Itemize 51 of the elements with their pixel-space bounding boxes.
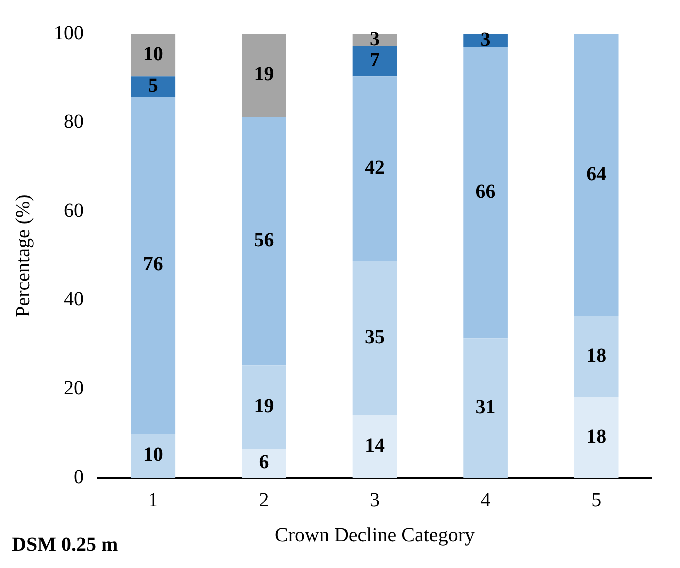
text: DSM 0.25 m xyxy=(12,534,118,556)
bar xyxy=(352,415,398,478)
y-tick-label: 40 xyxy=(64,288,84,311)
bar xyxy=(352,76,398,262)
data-label: 3 xyxy=(370,28,380,50)
y-tick-label: 60 xyxy=(64,200,84,222)
data-label: 64 xyxy=(586,163,607,186)
data-label: 76 xyxy=(143,254,164,276)
x-tick-label: 4 xyxy=(480,489,491,512)
data-label: 35 xyxy=(365,326,385,349)
data-label: 14 xyxy=(365,434,385,457)
bar xyxy=(352,261,398,416)
data-label: 19 xyxy=(254,396,274,418)
bar xyxy=(574,34,619,316)
bar xyxy=(574,316,619,398)
data-label: 66 xyxy=(476,181,496,204)
data-label: 6 xyxy=(259,452,270,474)
x-tick-label: 2 xyxy=(259,489,270,512)
y-tick-label: 0 xyxy=(74,466,84,488)
data-label: 42 xyxy=(365,157,385,180)
y-tick-label: 80 xyxy=(64,111,84,134)
bar xyxy=(464,47,508,339)
data-label: 7 xyxy=(370,50,380,72)
x-tick-label: 5 xyxy=(592,489,602,512)
bar xyxy=(242,117,286,366)
y-tick-label: 100 xyxy=(54,22,84,44)
x-axis-title: Crown Decline Category xyxy=(275,524,475,546)
bar xyxy=(352,46,398,77)
data-label: 56 xyxy=(254,230,274,252)
data-label: 18 xyxy=(586,344,607,367)
data-label: 3 xyxy=(480,28,491,51)
data-label: 19 xyxy=(254,64,274,86)
bar xyxy=(131,34,176,77)
y-tick-label: 20 xyxy=(64,377,84,400)
bar xyxy=(131,97,176,434)
bar xyxy=(131,434,176,478)
bar xyxy=(574,397,619,478)
data-label: 10 xyxy=(143,444,164,466)
bar xyxy=(242,34,286,118)
bar xyxy=(242,449,286,478)
data-label: 31 xyxy=(476,396,496,418)
data-label: 18 xyxy=(586,426,607,448)
data-label: 5 xyxy=(148,75,158,98)
bar xyxy=(464,34,508,48)
y-axis-title: Percentage (%) xyxy=(12,194,34,318)
bar xyxy=(464,338,508,478)
bar xyxy=(131,76,176,98)
bar xyxy=(242,366,286,450)
x-tick-label: 1 xyxy=(148,489,158,512)
data-label: 10 xyxy=(143,43,164,66)
x-tick-label: 3 xyxy=(370,489,380,512)
